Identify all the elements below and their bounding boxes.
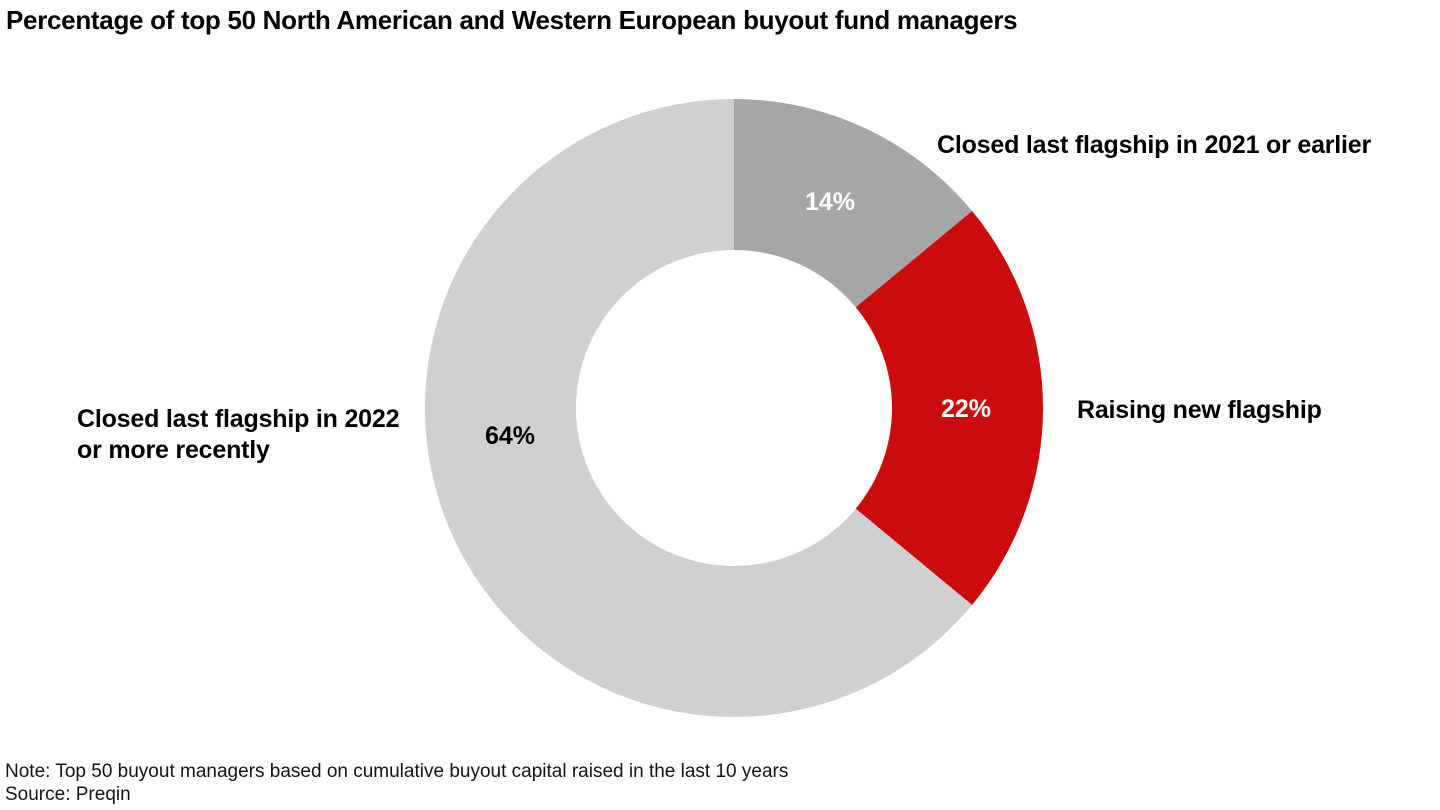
source-text: Source: Preqin (5, 784, 131, 805)
chart-title: Percentage of top 50 North American and … (6, 5, 1018, 35)
donut-segment-2 (424, 99, 973, 717)
donut-chart: 14% 22% 64% (424, 99, 1043, 717)
donut-segment-0 (734, 99, 973, 308)
segment-label-closed-2022-or-more-recently: Closed last flagship in 2022 or more rec… (77, 405, 400, 464)
segment-label-closed-2021-or-earlier: Closed last flagship in 2021 or earlier (937, 131, 1372, 159)
footnote-block: Note: Top 50 buyout managers based on cu… (5, 760, 788, 806)
note-text: Note: Top 50 buyout managers based on cu… (5, 761, 789, 782)
donut-value-label-1: 22% (941, 395, 991, 423)
donut-value-label-0: 14% (805, 188, 855, 216)
donut-value-label-2: 64% (485, 422, 535, 450)
donut-segment-1 (855, 211, 1043, 605)
segment-label-raising-new-flagship: Raising new flagship (1077, 396, 1322, 424)
